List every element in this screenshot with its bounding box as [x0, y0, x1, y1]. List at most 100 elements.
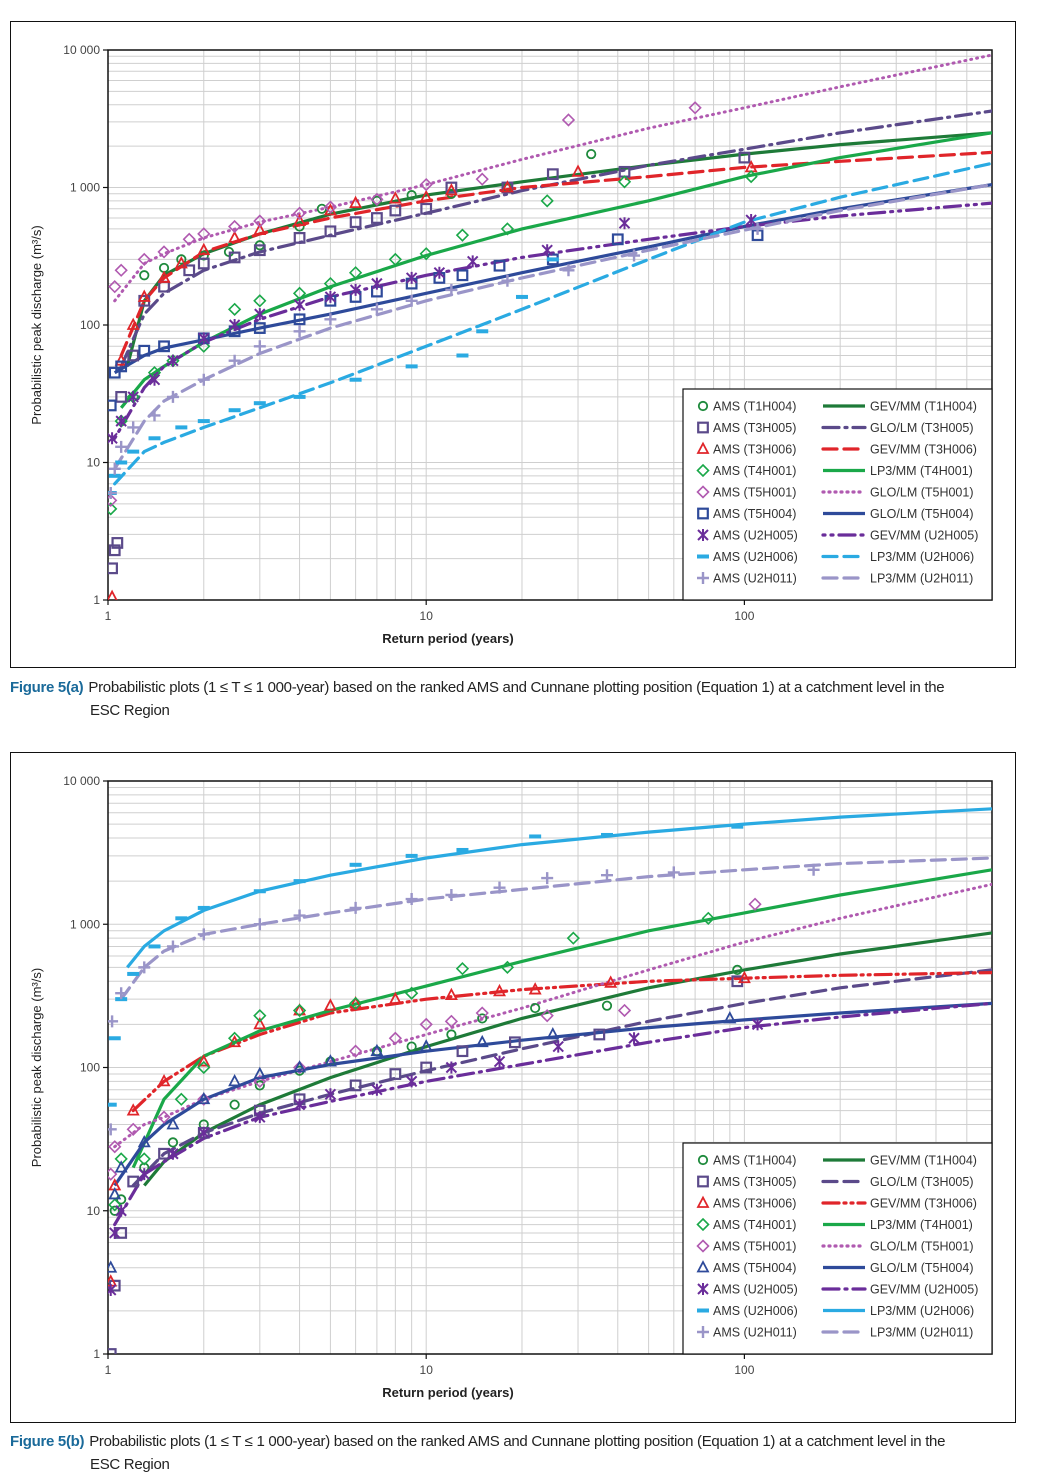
data-point — [176, 254, 187, 265]
data-point — [228, 319, 241, 331]
data-point — [253, 918, 266, 931]
marker-series — [108, 1011, 737, 1273]
data-point — [456, 353, 469, 358]
data-point — [475, 1034, 489, 1048]
data-point — [115, 360, 128, 373]
data-point — [389, 204, 402, 217]
data-point — [175, 916, 188, 921]
data-point — [293, 298, 306, 311]
data-point — [293, 213, 307, 226]
data-point — [732, 964, 743, 976]
data-point — [370, 1043, 384, 1057]
data-point — [253, 889, 266, 894]
data-point — [628, 249, 641, 262]
data-point — [166, 390, 179, 403]
marker-series — [108, 863, 820, 1136]
data-point — [292, 1060, 307, 1075]
data-point — [348, 266, 363, 280]
data-point — [493, 259, 506, 272]
data-point — [617, 1003, 632, 1018]
caption-label: Figure 5(a) — [10, 679, 84, 696]
data-point — [493, 1055, 506, 1068]
data-point — [253, 1009, 267, 1023]
data-point — [406, 1041, 417, 1052]
legend-label: AMS (T5H004) — [713, 1261, 796, 1275]
data-point — [388, 252, 402, 267]
legend-label: LP3/MM (T4H001) — [870, 1218, 973, 1232]
legend-marker-icon — [697, 421, 709, 434]
data-point — [254, 1111, 266, 1124]
data-point — [445, 889, 458, 902]
data-point — [108, 487, 117, 500]
data-point — [406, 190, 417, 201]
data-point — [108, 1348, 117, 1354]
data-point — [293, 879, 306, 884]
data-point — [751, 222, 764, 235]
data-point — [292, 286, 307, 300]
x-tick-label: 1 — [105, 1363, 112, 1377]
data-point — [108, 1198, 122, 1212]
data-point — [108, 589, 118, 600]
data-point — [148, 436, 161, 441]
data-point — [138, 1168, 150, 1181]
legend-label: AMS (T1H004) — [713, 400, 796, 414]
legend-label: AMS (T3H006) — [713, 1197, 796, 1211]
grid — [107, 50, 993, 601]
data-point — [253, 294, 267, 308]
data-point — [552, 1040, 564, 1053]
data-point — [388, 191, 402, 204]
data-point — [731, 975, 744, 988]
data-point — [253, 340, 266, 353]
data-point — [115, 1204, 127, 1217]
data-point — [138, 344, 151, 357]
data-point — [324, 313, 337, 326]
data-point — [293, 325, 306, 338]
fit-line — [113, 201, 992, 440]
data-point — [197, 419, 210, 424]
data-point — [137, 1152, 151, 1166]
data-point — [501, 274, 514, 287]
data-point — [371, 212, 383, 224]
data-point — [126, 317, 140, 330]
legend-label: GLO/LM (T5H001) — [870, 1240, 974, 1254]
data-point — [566, 931, 580, 945]
data-point — [197, 905, 210, 910]
data-point — [546, 168, 559, 181]
marker-series — [108, 222, 764, 500]
data-point — [174, 1092, 188, 1106]
legend-marker-icon — [696, 1239, 710, 1253]
data-point — [515, 294, 528, 299]
data-point — [604, 975, 618, 988]
data-point — [138, 961, 151, 974]
data-point — [157, 270, 171, 283]
y-tick-label: 1 — [93, 593, 100, 607]
data-point — [108, 493, 118, 508]
legend-label: GEV/MM (T1H004) — [870, 1154, 977, 1168]
data-point — [158, 1147, 170, 1160]
data-point — [115, 440, 128, 453]
data-point — [253, 214, 267, 228]
data-point — [127, 349, 140, 362]
data-point — [540, 1009, 554, 1023]
data-point — [108, 1036, 121, 1041]
legend-label: GEV/MM (T1H004) — [870, 400, 977, 414]
legend-marker-icon — [697, 529, 709, 541]
data-point — [541, 244, 553, 257]
fit-line — [131, 868, 992, 1169]
data-point — [253, 1074, 267, 1089]
legend-marker-icon — [697, 554, 709, 559]
data-point — [324, 1088, 337, 1101]
data-point — [293, 1003, 307, 1016]
data-point — [349, 1079, 362, 1092]
fit-line — [119, 856, 992, 1001]
data-point — [127, 449, 140, 454]
data-point — [127, 971, 140, 976]
data-point — [807, 863, 820, 876]
data-point — [108, 399, 117, 412]
data-point — [166, 940, 179, 953]
legend-marker-icon — [697, 1154, 709, 1166]
data-point — [444, 987, 458, 1001]
data-point — [546, 257, 559, 262]
plot-content — [108, 807, 992, 1354]
plot-content — [108, 53, 992, 600]
